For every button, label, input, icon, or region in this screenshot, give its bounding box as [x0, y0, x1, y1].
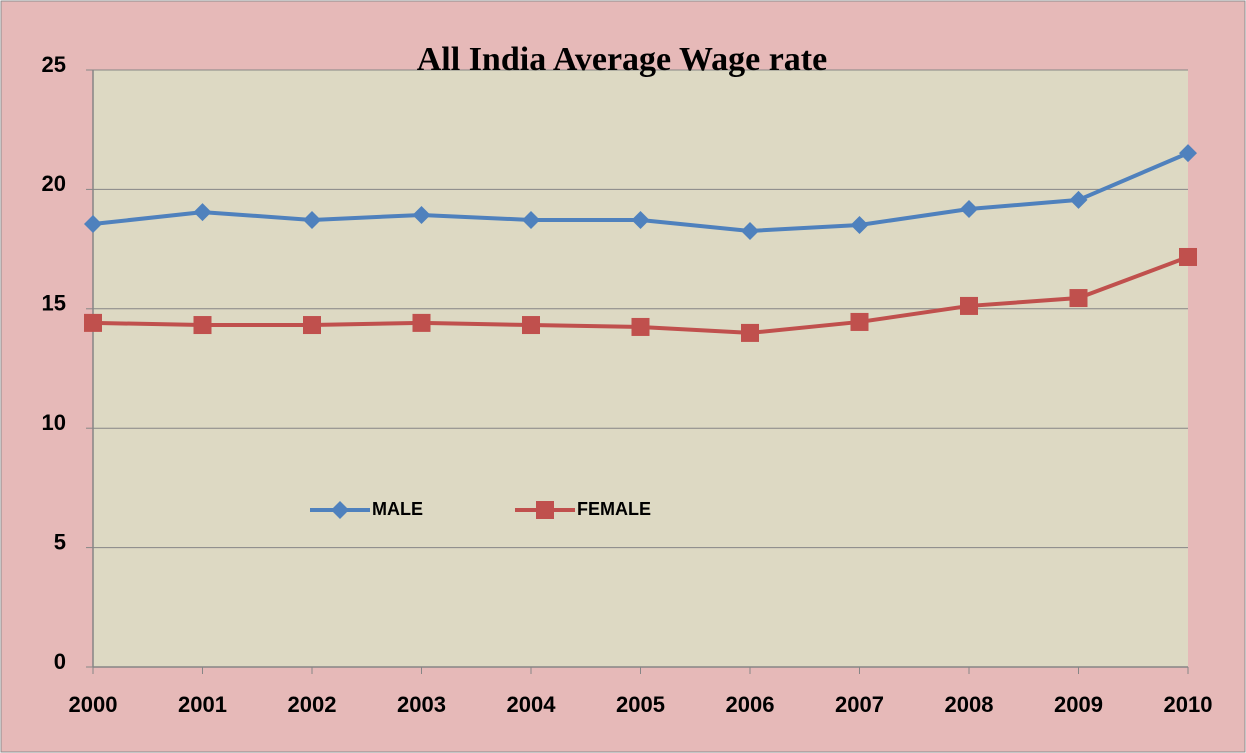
marker	[850, 215, 869, 234]
x-tick-label: 2008	[945, 692, 994, 717]
x-tick-label: 2003	[397, 692, 446, 717]
chart-title: All India Average Wage rate	[417, 41, 827, 78]
x-tick-label: 2002	[288, 692, 337, 717]
marker	[1179, 144, 1197, 163]
marker	[1069, 289, 1088, 308]
marker	[960, 199, 978, 218]
marker	[412, 313, 431, 332]
plot-area	[93, 70, 1188, 667]
y-tick-label: 15	[42, 291, 66, 316]
marker	[303, 316, 321, 335]
marker	[1069, 190, 1088, 209]
marker	[193, 203, 212, 222]
x-tick-label: 2000	[69, 692, 118, 717]
marker	[850, 312, 869, 331]
x-tick-label: 2006	[726, 692, 775, 717]
x-tick-label: 2001	[178, 692, 227, 717]
x-tick-label: 2007	[835, 692, 884, 717]
marker	[84, 313, 102, 332]
marker	[741, 323, 759, 342]
y-tick-label: 0	[54, 649, 66, 674]
marker	[193, 316, 212, 335]
marker	[84, 215, 102, 234]
y-tick-label: 20	[42, 171, 66, 196]
legend-label: FEMALE	[577, 499, 651, 519]
marker	[960, 296, 978, 315]
legend-label: MALE	[372, 499, 423, 519]
marker	[1179, 247, 1197, 266]
y-tick-label: 10	[42, 410, 66, 435]
marker	[631, 210, 650, 229]
marker	[303, 210, 321, 229]
x-tick-label: 2005	[616, 692, 665, 717]
x-tick-label: 2004	[507, 692, 557, 717]
legend-marker	[536, 501, 554, 519]
y-tick-label: 25	[42, 52, 66, 77]
legend-marker	[331, 501, 349, 519]
marker	[631, 317, 650, 336]
x-tick-label: 2010	[1164, 692, 1213, 717]
marker	[522, 316, 540, 335]
marker	[741, 221, 759, 240]
x-tick-label: 2009	[1054, 692, 1103, 717]
y-tick-label: 5	[54, 529, 66, 554]
marker	[522, 210, 540, 229]
marker	[412, 205, 431, 224]
